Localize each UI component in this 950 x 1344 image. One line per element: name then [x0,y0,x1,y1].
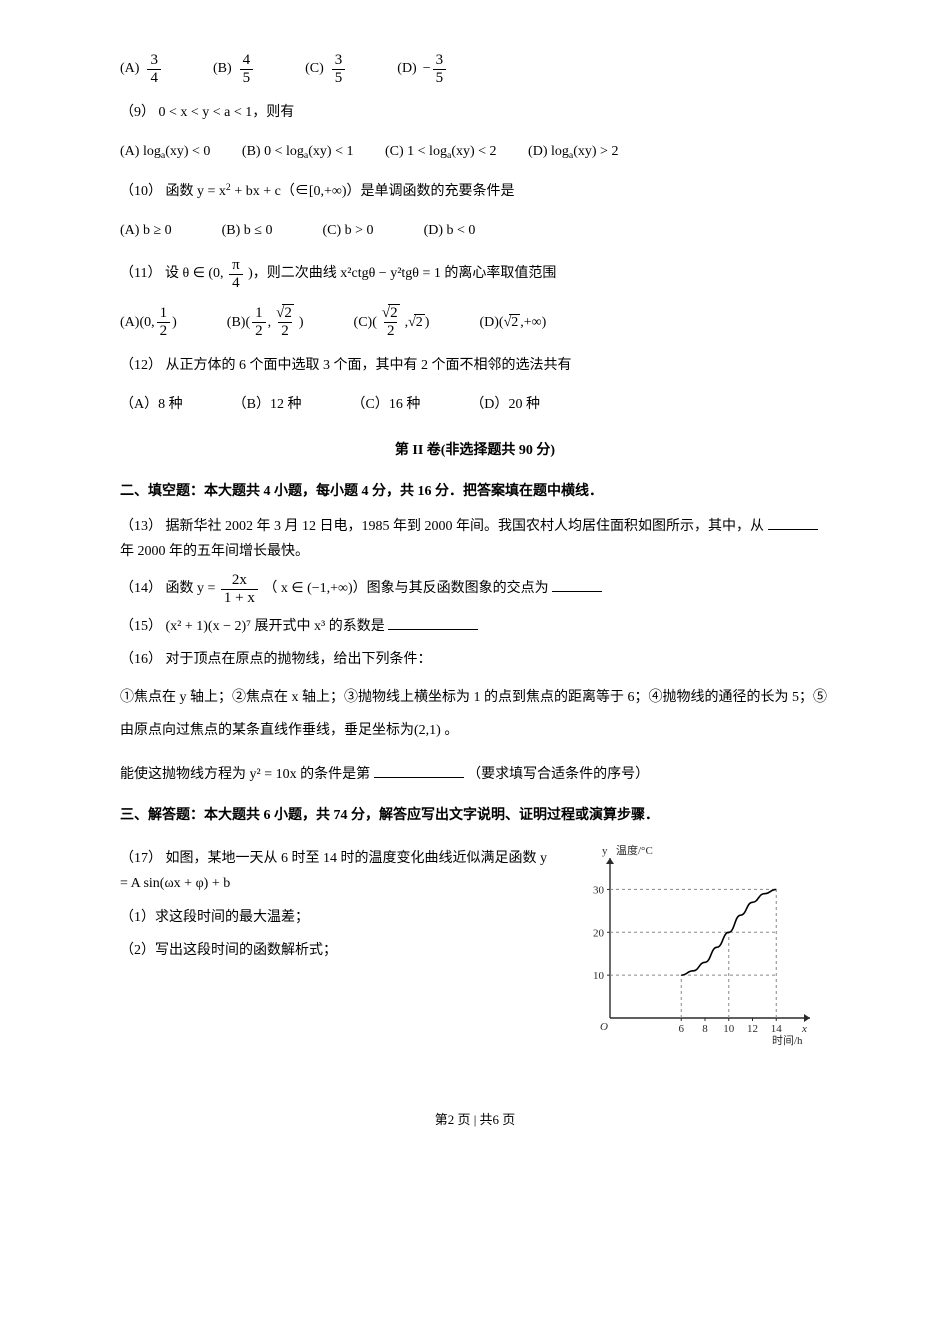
q15: （15） (x² + 1)(x − 2)⁷ 展开式中 x³ 的系数是 [120,614,830,639]
section2-title: 第 II 卷(非选择题共 90 分) [120,438,830,463]
q9-options: (A) loga(xy) < 0 (B) 0 < loga(xy) < 1 (C… [120,139,830,165]
q17: （17） 如图，某地一天从 6 时至 14 时的温度变化曲线近似满足函数 y =… [120,838,830,1048]
q15-num: （15） [120,619,162,634]
q8-opt-c: (C) 3 5 [305,52,347,86]
q15-blank [388,616,478,630]
q9-num: （9） [120,105,155,120]
svg-text:6: 6 [679,1023,685,1035]
q8-b-label: (B) [213,56,232,81]
q10-opt-c: (C) b > 0 [322,218,373,243]
q16-stem: （16） 对于顶点在原点的抛物线，给出下列条件： [120,647,830,672]
q10-opt-b: (B) b ≤ 0 [222,218,273,243]
q17-stem: （17） 如图，某地一天从 6 时至 14 时的温度变化曲线近似满足函数 y =… [120,846,550,896]
q8-d-label: (D) [397,56,416,81]
q11-options: (A) (0, 12) (B) ( 12, 22) (C) ( 22, 2) (… [120,305,830,339]
svg-text:8: 8 [702,1023,708,1035]
neg-sign: − [423,56,431,81]
q13: （13） 据新华社 2002 年 3 月 12 日电，1985 年到 2000 … [120,514,830,564]
q9-stem-text: 0 < x < y < a < 1，则有 [159,105,295,120]
q10-stem: （10） 函数 y = x2 + bx + c（∈[0,+∞)）是单调函数的充要… [120,179,830,204]
q8-a-frac: 3 4 [147,52,161,86]
q16-tail: 能使这抛物线方程为 y² = 10x 的条件是第 （要求填写合适条件的序号） [120,762,830,787]
svg-text:x: x [801,1023,807,1035]
q13-blank [768,516,818,530]
q12-opt-d: （D）20 种 [470,392,540,417]
q8-opt-a: (A) 3 4 [120,52,163,86]
q12-num: （12） [120,358,162,373]
q11-stem: （11） 设 θ ∈ (0, π 4 )，则二次曲线 x²ctgθ − y²tg… [120,257,830,291]
q10-opt-d: (D) b < 0 [424,218,476,243]
fill-header: 二、填空题：本大题共 4 小题，每小题 4 分，共 16 分．把答案填在题中横线… [120,479,830,504]
q11-opt-b: (B) ( 12, 22) [227,305,304,339]
q11-pi-frac: π 4 [229,257,243,291]
q14-blank [552,578,602,592]
q8-opt-b: (B) 4 5 [213,52,255,86]
q12-opt-a: （A）8 种 [120,392,183,417]
q12-opt-b: （B）12 种 [233,392,302,417]
q8-d-frac: 3 5 [433,52,447,86]
q12-opt-c: （C）16 种 [351,392,420,417]
svg-text:30: 30 [593,885,605,897]
q8-b-frac: 4 5 [240,52,254,86]
svg-text:y: y [602,845,608,857]
solve-header: 三、解答题：本大题共 6 小题，共 74 分，解答应写出文字说明、证明过程或演算… [120,803,830,828]
q9-opt-a: (A) loga(xy) < 0 [120,144,214,159]
q9-opt-c: (C) 1 < loga(xy) < 2 [385,144,500,159]
q8-opt-d: (D) − 3 5 [397,52,448,86]
q8-c-frac: 3 5 [332,52,346,86]
q17-num: （17） [120,851,162,866]
q17-chart: 10 20 30 6 8 10 12 14 Oy 温度/°C x时间/h [570,838,830,1048]
q11-opt-d: (D) (2,+∞) [479,310,546,335]
svg-text:时间/h: 时间/h [772,1034,803,1047]
q9-opt-d: (D) loga(xy) > 2 [528,144,618,159]
q14-frac: 2x 1 + x [221,572,258,606]
q8-c-label: (C) [305,56,324,81]
q12-stem: （12） 从正方体的 6 个面中选取 3 个面，其中有 2 个面不相邻的选法共有 [120,353,830,378]
q8-options: (A) 3 4 (B) 4 5 (C) 3 5 (D) − 3 5 [120,52,830,86]
svg-text:14: 14 [771,1023,783,1035]
svg-text:10: 10 [723,1023,735,1035]
svg-text:温度/°C: 温度/°C [616,843,653,857]
q12-options: （A）8 种 （B）12 种 （C）16 种 （D）20 种 [120,392,830,417]
q16-blank [374,764,464,778]
svg-text:12: 12 [747,1023,758,1035]
q14-num: （14） [120,581,162,596]
q17-text: （17） 如图，某地一天从 6 时至 14 时的温度变化曲线近似满足函数 y =… [120,838,550,971]
q10-opt-a: (A) b ≥ 0 [120,218,172,243]
q17-sub1: （1）求这段时间的最大温差； [120,905,550,930]
q10-num: （10） [120,184,162,199]
q8-a-label: (A) [120,56,139,81]
q9-stem: （9） 0 < x < y < a < 1，则有 [120,100,830,125]
q9-opt-b: (B) 0 < loga(xy) < 1 [242,144,357,159]
q14: （14） 函数 y = 2x 1 + x （ x ∈ (−1,+∞)）图象与其反… [120,572,830,606]
chart-svg: 10 20 30 6 8 10 12 14 Oy 温度/°C x时间/h [570,838,830,1048]
svg-text:20: 20 [593,927,605,939]
q13-num: （13） [120,519,162,534]
q10-options: (A) b ≥ 0 (B) b ≤ 0 (C) b > 0 (D) b < 0 [120,218,830,243]
q11-opt-c: (C) ( 22, 2) [354,305,430,339]
page-footer: 第2 页 | 共6 页 [120,1108,830,1131]
svg-text:O: O [600,1021,608,1033]
svg-text:10: 10 [593,970,605,982]
q17-sub2: （2）写出这段时间的函数解析式； [120,938,550,963]
q11-opt-a: (A) (0, 12) [120,305,177,339]
q11-num: （11） [120,266,161,281]
q16-conds: ①焦点在 y 轴上；②焦点在 x 轴上；③抛物线上横坐标为 1 的点到焦点的距离… [120,681,830,748]
q16-num: （16） [120,652,162,667]
